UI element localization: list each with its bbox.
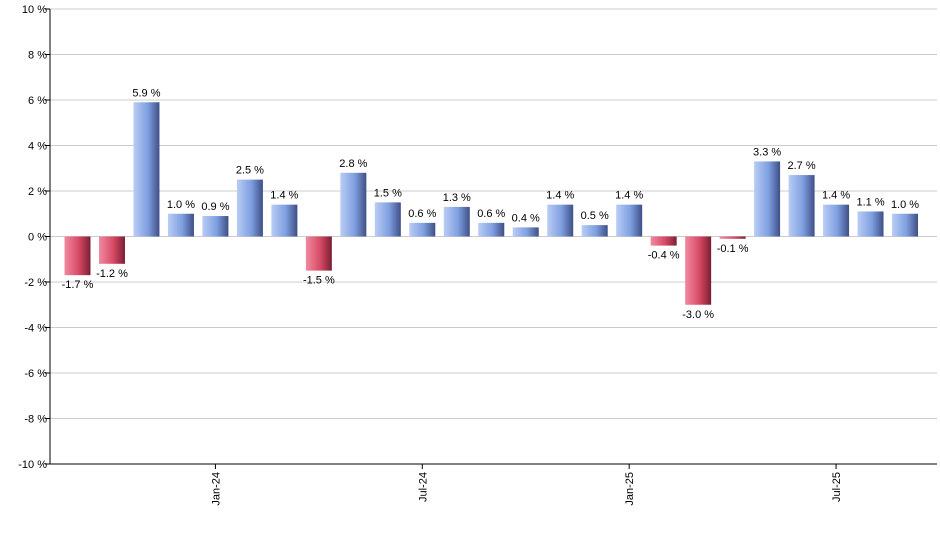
bar xyxy=(202,216,229,237)
data-label: 2.5 % xyxy=(236,165,264,177)
bar xyxy=(64,236,91,276)
bar xyxy=(512,227,539,237)
data-label: 1.4 % xyxy=(615,190,643,202)
bar xyxy=(236,179,263,237)
bar xyxy=(133,102,160,237)
data-label: 0.9 % xyxy=(201,201,229,213)
bar xyxy=(374,202,401,237)
x-tick-label: Jan-25 xyxy=(624,472,636,506)
y-tick-label: -6 % xyxy=(24,368,47,380)
bar xyxy=(443,206,470,237)
bar xyxy=(478,222,505,237)
data-label: 0.6 % xyxy=(408,208,436,220)
bar xyxy=(650,236,677,246)
y-tick-label: 4 % xyxy=(28,141,47,153)
y-tick-label: -8 % xyxy=(24,414,47,426)
bar xyxy=(788,175,815,237)
bar xyxy=(98,236,125,264)
bar xyxy=(823,204,850,237)
bar xyxy=(340,172,367,237)
y-tick-label: -2 % xyxy=(24,277,47,289)
bar xyxy=(167,213,194,237)
data-label: 1.4 % xyxy=(270,190,298,202)
y-tick-label: 2 % xyxy=(28,186,47,198)
x-tick-label: Jul-24 xyxy=(417,472,429,502)
data-label: 0.4 % xyxy=(512,212,540,224)
bar xyxy=(857,211,884,237)
x-tick-label: Jul-25 xyxy=(831,472,843,502)
data-label: 1.0 % xyxy=(891,199,919,211)
data-label: -1.2 % xyxy=(96,268,128,280)
bar xyxy=(547,204,574,237)
y-tick-label: -10 % xyxy=(18,459,47,471)
data-label: 1.4 % xyxy=(822,190,850,202)
data-label: 0.6 % xyxy=(477,208,505,220)
data-label: -0.4 % xyxy=(648,250,680,262)
bar xyxy=(754,161,781,237)
y-tick-label: 8 % xyxy=(28,50,47,62)
data-label: 1.3 % xyxy=(443,192,471,204)
data-label: 2.7 % xyxy=(788,160,816,172)
data-label: 0.5 % xyxy=(581,210,609,222)
data-label: -0.1 % xyxy=(717,243,749,255)
data-label: 5.9 % xyxy=(132,87,160,99)
y-tick-label: 0 % xyxy=(28,232,47,244)
y-tick-label: 10 % xyxy=(22,4,47,16)
bar xyxy=(616,204,643,237)
bar xyxy=(892,213,919,237)
bar xyxy=(719,236,746,239)
y-tick-label: 6 % xyxy=(28,95,47,107)
data-label: 2.8 % xyxy=(339,158,367,170)
data-label: -1.7 % xyxy=(62,279,94,291)
y-tick-label: -4 % xyxy=(24,323,47,335)
bar xyxy=(305,236,332,271)
data-label: -1.5 % xyxy=(303,275,335,287)
x-tick-label: Jan-24 xyxy=(210,472,222,506)
data-label: -3.0 % xyxy=(682,309,714,321)
data-label: 1.1 % xyxy=(856,196,884,208)
bar xyxy=(581,225,608,237)
data-label: 1.0 % xyxy=(167,199,195,211)
data-label: 1.4 % xyxy=(546,190,574,202)
bar xyxy=(409,222,436,237)
bar xyxy=(685,236,712,305)
data-label: 1.5 % xyxy=(374,187,402,199)
data-label: 3.3 % xyxy=(753,146,781,158)
bar xyxy=(271,204,298,237)
